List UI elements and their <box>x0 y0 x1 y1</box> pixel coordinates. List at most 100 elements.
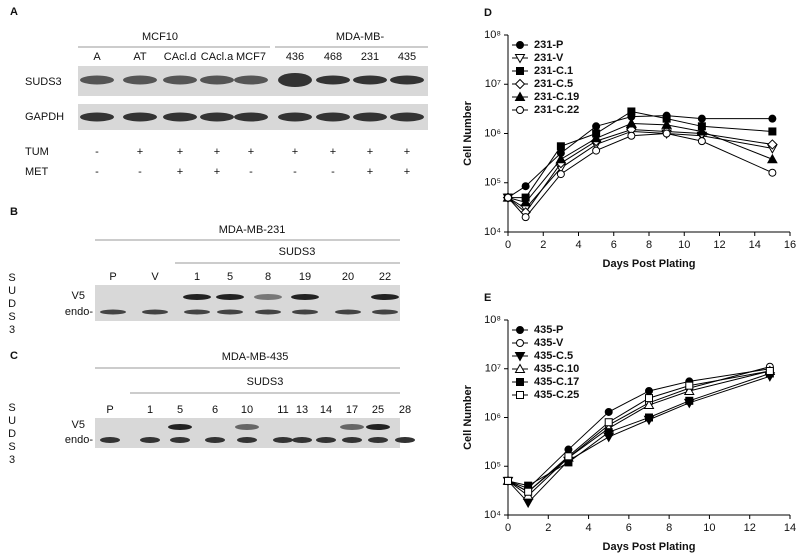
lane-label: P <box>106 404 113 416</box>
data-point <box>564 452 573 461</box>
lane-label: AT <box>133 51 147 63</box>
y-tick-label: 10⁷ <box>485 78 501 90</box>
band-label: endo- <box>65 306 93 318</box>
blot-band <box>255 309 281 315</box>
series-line <box>507 115 773 198</box>
series-line <box>507 129 773 214</box>
blot-band <box>371 294 399 300</box>
data-point <box>627 131 636 140</box>
y-tick-label: 10⁵ <box>484 460 501 472</box>
blot-band <box>353 75 387 85</box>
blot-band <box>200 112 234 122</box>
lane-label: 435 <box>398 51 416 63</box>
legend-label: 435-C.25 <box>534 389 579 401</box>
lane-label: 1 <box>194 271 200 283</box>
panel-letter: D <box>484 7 492 19</box>
lane-label: MCF7 <box>236 51 266 63</box>
blot-band <box>316 112 350 122</box>
treatment-sign: - <box>95 146 99 158</box>
legend-label: 435-C.17 <box>534 376 579 388</box>
series-line <box>507 132 773 218</box>
data-point <box>767 153 778 164</box>
legend-marker <box>514 363 526 373</box>
data-point <box>604 428 613 437</box>
panel-letter: A <box>10 6 18 18</box>
lane-label: V <box>151 271 159 283</box>
data-point <box>661 119 672 129</box>
blot-band <box>292 309 318 315</box>
legend-label: 435-C.5 <box>534 350 573 362</box>
treatment-sign: - <box>249 166 253 178</box>
lane-label: 19 <box>299 271 311 283</box>
data-point <box>521 213 530 222</box>
blot-band <box>205 437 225 443</box>
blot-band <box>123 75 157 85</box>
blot-band <box>234 75 268 85</box>
treatment-sign: + <box>248 146 254 158</box>
data-point <box>627 107 636 116</box>
data-point <box>604 407 613 416</box>
legend-marker <box>514 91 526 101</box>
cell-line: MDA-MB-435 <box>222 351 289 363</box>
blot-band <box>395 437 415 443</box>
blot-band <box>170 437 190 443</box>
treatment-sign: - <box>331 166 335 178</box>
legend-label: 435-P <box>534 324 563 336</box>
treatment-sign: + <box>292 146 298 158</box>
blot-band <box>291 294 319 300</box>
data-point <box>767 139 778 150</box>
blot-band <box>183 294 211 300</box>
x-tick-label: 14 <box>784 522 796 534</box>
data-point <box>626 117 637 128</box>
blot-strip <box>95 418 400 448</box>
blot-band <box>140 437 160 443</box>
blot-band <box>372 309 398 315</box>
construct: SUDS3 <box>247 376 284 388</box>
blot-band <box>100 437 120 443</box>
lane-label: 25 <box>372 404 384 416</box>
lane-label: 22 <box>379 271 391 283</box>
x-tick-label: 8 <box>646 239 652 251</box>
data-point <box>768 168 777 177</box>
construct: SUDS3 <box>279 246 316 258</box>
series-line <box>507 122 773 203</box>
y-axis-label: Cell Number <box>462 384 474 450</box>
lane-label: 231 <box>361 51 379 63</box>
y-axis-label: Cell Number <box>462 100 474 166</box>
data-point <box>520 196 531 207</box>
lane-label: 6 <box>212 404 218 416</box>
blot-band <box>100 309 126 315</box>
panel-letter: B <box>10 206 18 218</box>
data-point <box>697 114 706 123</box>
x-tick-label: 4 <box>575 239 581 251</box>
lane-label: 8 <box>265 271 271 283</box>
data-point <box>643 399 655 410</box>
data-point <box>685 396 694 405</box>
blot-band <box>168 424 192 430</box>
legend-marker <box>514 352 526 362</box>
legend-label: 231-C.22 <box>534 104 579 116</box>
lane-label: CAcl.d <box>164 51 196 63</box>
x-axis-label: Days Post Plating <box>603 541 696 553</box>
data-point <box>765 366 774 375</box>
x-tick-label: 12 <box>744 522 756 534</box>
legend-label: 231-P <box>534 39 563 51</box>
panel-letter: E <box>484 292 491 304</box>
blot-band <box>316 437 336 443</box>
blot-band <box>235 424 259 430</box>
data-point <box>768 114 777 123</box>
blot-band <box>368 437 388 443</box>
treatment-sign: + <box>137 146 143 158</box>
blot-band <box>340 424 364 430</box>
legend-label: 231-C.5 <box>534 78 573 90</box>
row-label: TUM <box>25 146 49 158</box>
blot-band <box>237 437 257 443</box>
data-point <box>592 146 601 155</box>
x-axis-label: Days Post Plating <box>603 258 696 270</box>
group-label: MCF10 <box>142 31 178 43</box>
y-tick-label: 10⁶ <box>484 127 501 139</box>
blot-band <box>163 75 197 85</box>
x-tick-label: 16 <box>784 239 796 251</box>
x-tick-label: 2 <box>540 239 546 251</box>
